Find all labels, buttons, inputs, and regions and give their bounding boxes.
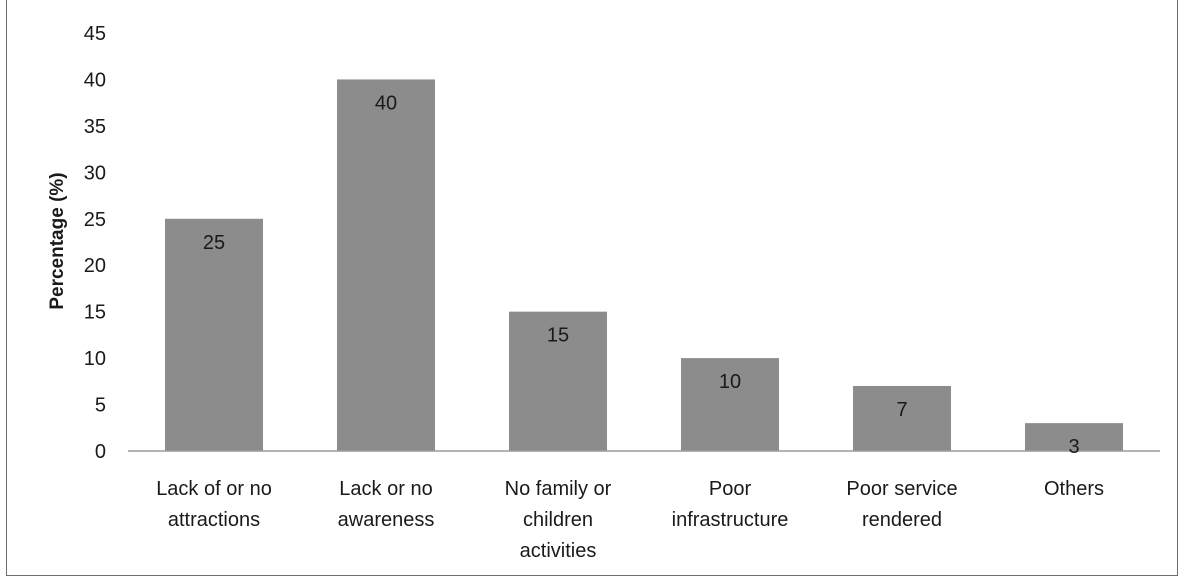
y-tick-label: 20 [84, 255, 106, 277]
bar [681, 358, 779, 451]
bar [165, 218, 263, 451]
category-label: Poor [709, 478, 752, 500]
data-label: 15 [547, 325, 569, 347]
y-tick-label: 35 [84, 116, 106, 138]
y-tick-label: 0 [95, 441, 106, 463]
y-tick-label: 10 [84, 348, 106, 370]
bars [165, 79, 1123, 451]
category-label: Others [1044, 478, 1104, 500]
category-label: attractions [168, 509, 260, 531]
data-label: 25 [203, 232, 225, 254]
data-label: 40 [375, 92, 397, 114]
data-label: 10 [719, 371, 741, 393]
y-tick-label: 5 [95, 395, 106, 417]
data-labels: 25 40 15 10 7 3 [203, 92, 1080, 458]
category-label: No family or [505, 478, 612, 500]
y-axis-ticks: 0 5 10 15 20 25 30 35 40 45 [84, 23, 106, 463]
y-tick-label: 40 [84, 69, 106, 91]
bar [509, 311, 607, 451]
category-label: children [523, 509, 593, 531]
category-label: infrastructure [672, 509, 789, 531]
y-tick-label: 15 [84, 302, 106, 324]
category-label: Lack of or no [156, 478, 272, 500]
category-labels: Lack of or no attractions Lack or no awaren… [156, 478, 1104, 562]
data-label: 3 [1068, 436, 1079, 458]
bar [1025, 423, 1123, 451]
y-axis-title: Percentage (%) [47, 172, 68, 309]
category-label: awareness [338, 509, 435, 531]
category-label: Lack or no [339, 478, 432, 500]
category-label: activities [520, 540, 597, 562]
category-label: Poor service [846, 478, 957, 500]
category-label: rendered [862, 509, 942, 531]
bar [853, 385, 951, 451]
data-label: 7 [896, 399, 907, 421]
y-tick-label: 45 [84, 23, 106, 45]
y-tick-label: 25 [84, 209, 106, 231]
bar [337, 79, 435, 451]
y-tick-label: 30 [84, 162, 106, 184]
